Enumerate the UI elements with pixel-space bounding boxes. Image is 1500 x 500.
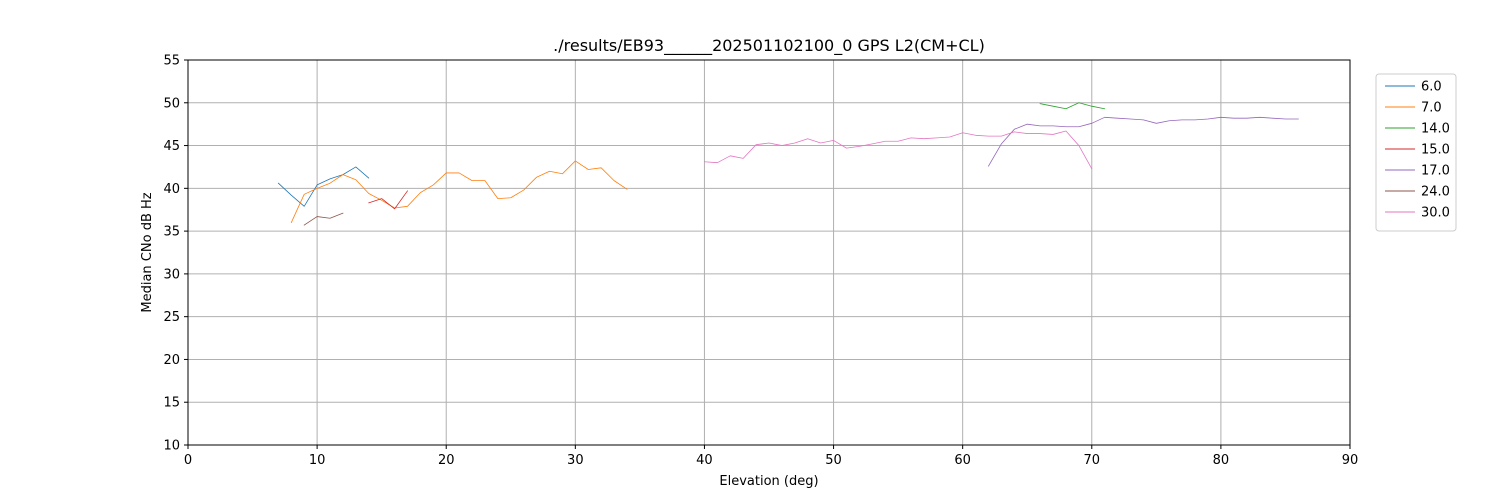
- grid-lines: [187, 59, 1351, 446]
- y-tick-label: 15: [163, 396, 180, 411]
- y-tick-label: 25: [163, 310, 180, 325]
- legend-entry: 30.0: [1421, 206, 1450, 221]
- x-tick-label: 30: [567, 453, 584, 468]
- y-axis-label: Median CNo dB Hz: [140, 192, 155, 312]
- legend-entry: 17.0: [1421, 164, 1450, 179]
- x-tick-label: 80: [1213, 453, 1230, 468]
- x-tick-label: 10: [309, 453, 326, 468]
- series-line-6-0: [277, 166, 370, 207]
- x-tick-label: 40: [696, 453, 713, 468]
- legend-box: [1375, 73, 1457, 232]
- x-axis-ticks: 0 10 20 30 40 50 60 70 80 90: [184, 445, 1358, 468]
- x-tick-label: 70: [1084, 453, 1101, 468]
- legend-entry: 15.0: [1421, 143, 1450, 158]
- x-tick-label: 60: [954, 453, 971, 468]
- series-line-14-0: [1039, 102, 1106, 110]
- x-axis-label: Elevation (deg): [719, 474, 818, 489]
- legend-entry: 6.0: [1421, 80, 1442, 95]
- legend-entry: 7.0: [1421, 101, 1442, 116]
- y-tick-label: 20: [163, 353, 180, 368]
- y-tick-label: 50: [163, 96, 180, 111]
- y-tick-label: 35: [163, 225, 180, 240]
- plot-frame: [187, 59, 1351, 446]
- y-tick-label: 55: [163, 54, 180, 69]
- legend-entry: 14.0: [1421, 122, 1450, 137]
- series-line-17-0: [987, 116, 1299, 167]
- y-tick-label: 30: [163, 267, 180, 282]
- chart-title: ./results/EB93______202501102100_0 GPS L…: [553, 36, 985, 56]
- series-line-7-0: [290, 160, 628, 224]
- y-tick-label: 10: [163, 439, 180, 454]
- x-tick-label: 0: [184, 453, 192, 468]
- legend: 6.0 7.0 14.0 15.0 17.0 24.0 30.0: [1375, 73, 1457, 232]
- y-tick-label: 40: [163, 182, 180, 197]
- series-line-15-0: [368, 190, 409, 210]
- x-tick-label: 90: [1342, 453, 1359, 468]
- y-axis-ticks: 10 15 20 25 30 35 40 45 50 55: [163, 54, 188, 454]
- series-line-24-0: [303, 212, 344, 226]
- series-line-30-0: [704, 130, 1093, 170]
- x-tick-label: 20: [438, 453, 455, 468]
- x-tick-label: 50: [825, 453, 842, 468]
- legend-entry: 24.0: [1421, 185, 1450, 200]
- series-lines: [277, 102, 1299, 226]
- y-tick-label: 45: [163, 139, 180, 154]
